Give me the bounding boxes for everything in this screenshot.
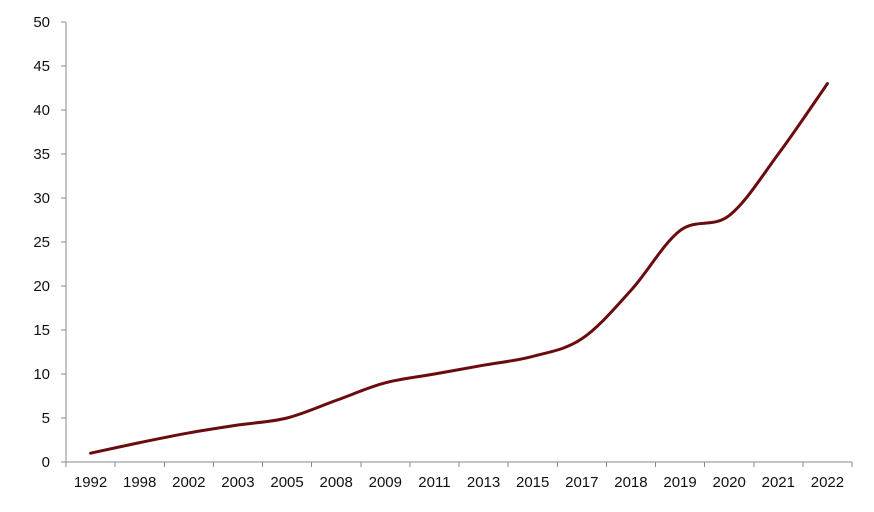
y-tick-label: 35 <box>33 146 50 163</box>
x-tick-label: 2015 <box>516 474 549 491</box>
y-tick-label: 15 <box>33 322 50 339</box>
x-tick-label: 2011 <box>418 474 450 491</box>
y-tick-label: 25 <box>33 234 50 251</box>
x-tick-label: 2020 <box>713 474 746 491</box>
series-line-0 <box>89 82 829 455</box>
x-tick-label: 2009 <box>369 474 402 491</box>
x-tick-label: 2005 <box>270 474 303 491</box>
y-tick-label: 0 <box>42 454 50 471</box>
x-tick-label: 2002 <box>172 474 205 491</box>
y-tick-label: 50 <box>33 14 50 31</box>
y-axis: 0 5 10 15 20 25 30 35 40 45 50 <box>33 14 67 471</box>
y-tick-label: 40 <box>33 102 50 119</box>
x-tick-label: 2018 <box>614 474 647 491</box>
y-tick-label: 45 <box>33 58 50 75</box>
x-tick-label: 2022 <box>811 474 844 491</box>
series-group <box>89 82 829 455</box>
x-tick-label: 1998 <box>123 474 156 491</box>
y-tick-label: 20 <box>33 278 50 295</box>
x-tick-label: 2017 <box>565 474 598 491</box>
x-tick-label: 2021 <box>762 474 795 491</box>
x-tick-label: 2003 <box>221 474 254 491</box>
y-tick-label: 5 <box>42 410 50 427</box>
x-tick-label: 1992 <box>74 474 107 491</box>
x-tick-label: 2008 <box>320 474 353 491</box>
y-tick-label: 30 <box>33 190 50 207</box>
y-tick-label: 10 <box>33 366 50 383</box>
x-tick-label: 2019 <box>663 474 696 491</box>
x-axis: 1992 1998 2002 2003 2005 2008 2009 2011 2013 2015… <box>65 461 853 491</box>
x-tick-label: 2013 <box>467 474 500 491</box>
